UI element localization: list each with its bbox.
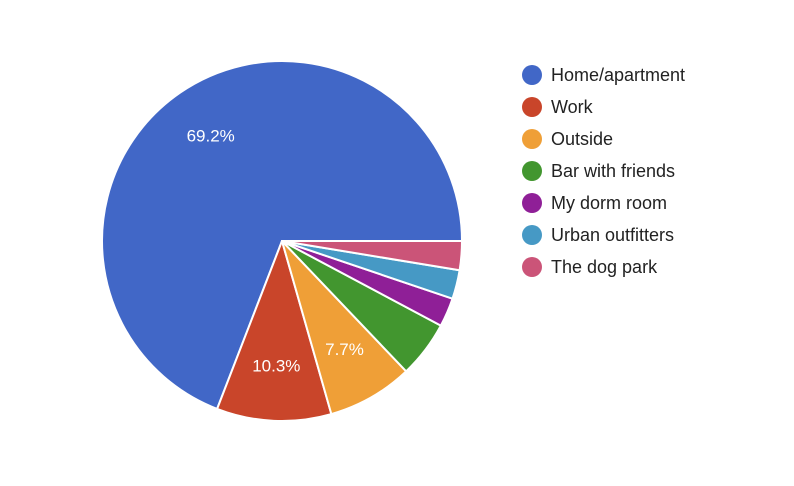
chart-legend: Home/apartment Work Outside Bar with friend…	[522, 59, 685, 283]
slice-value-label-home-apartment: 69.2%	[187, 127, 235, 146]
legend-label: The dog park	[551, 256, 658, 277]
legend-item-outside[interactable]: Outside	[522, 123, 685, 155]
legend-swatch	[522, 129, 542, 149]
legend-label: My dorm room	[551, 192, 668, 213]
legend-label: Home/apartment	[551, 64, 686, 85]
legend-swatch	[522, 193, 542, 213]
legend-item-my-dorm-room[interactable]: My dorm room	[522, 187, 685, 219]
legend-item-urban-outfitters[interactable]: Urban outfitters	[522, 219, 685, 251]
pie-slice-the-dog-park[interactable]	[281, 240, 464, 272]
pie-slice-labels: 69.2% 10.3% 7.7%	[187, 127, 364, 376]
pie-slice-work[interactable]	[216, 240, 333, 422]
legend-swatch	[522, 97, 542, 117]
legend-label: Bar with friends	[551, 160, 676, 181]
pie-slices	[101, 60, 464, 422]
legend-item-home-apartment[interactable]: Home/apartment	[522, 59, 685, 91]
legend-swatch	[522, 257, 542, 277]
legend-item-work[interactable]: Work	[522, 91, 685, 123]
legend-item-the-dog-park[interactable]: The dog park	[522, 251, 685, 283]
pie-slice-home-apartment[interactable]	[101, 60, 463, 410]
slice-value-label-work: 10.3%	[252, 356, 300, 375]
legend-label: Outside	[551, 128, 614, 149]
legend-item-bar-with-friends[interactable]: Bar with friends	[522, 155, 685, 187]
legend-label: Urban outfitters	[551, 224, 675, 245]
legend-swatch	[522, 161, 542, 181]
slice-value-label-outside: 7.7%	[325, 340, 364, 359]
legend-label: Work	[551, 96, 593, 117]
legend-swatch	[522, 225, 542, 245]
legend-swatch	[522, 65, 542, 85]
